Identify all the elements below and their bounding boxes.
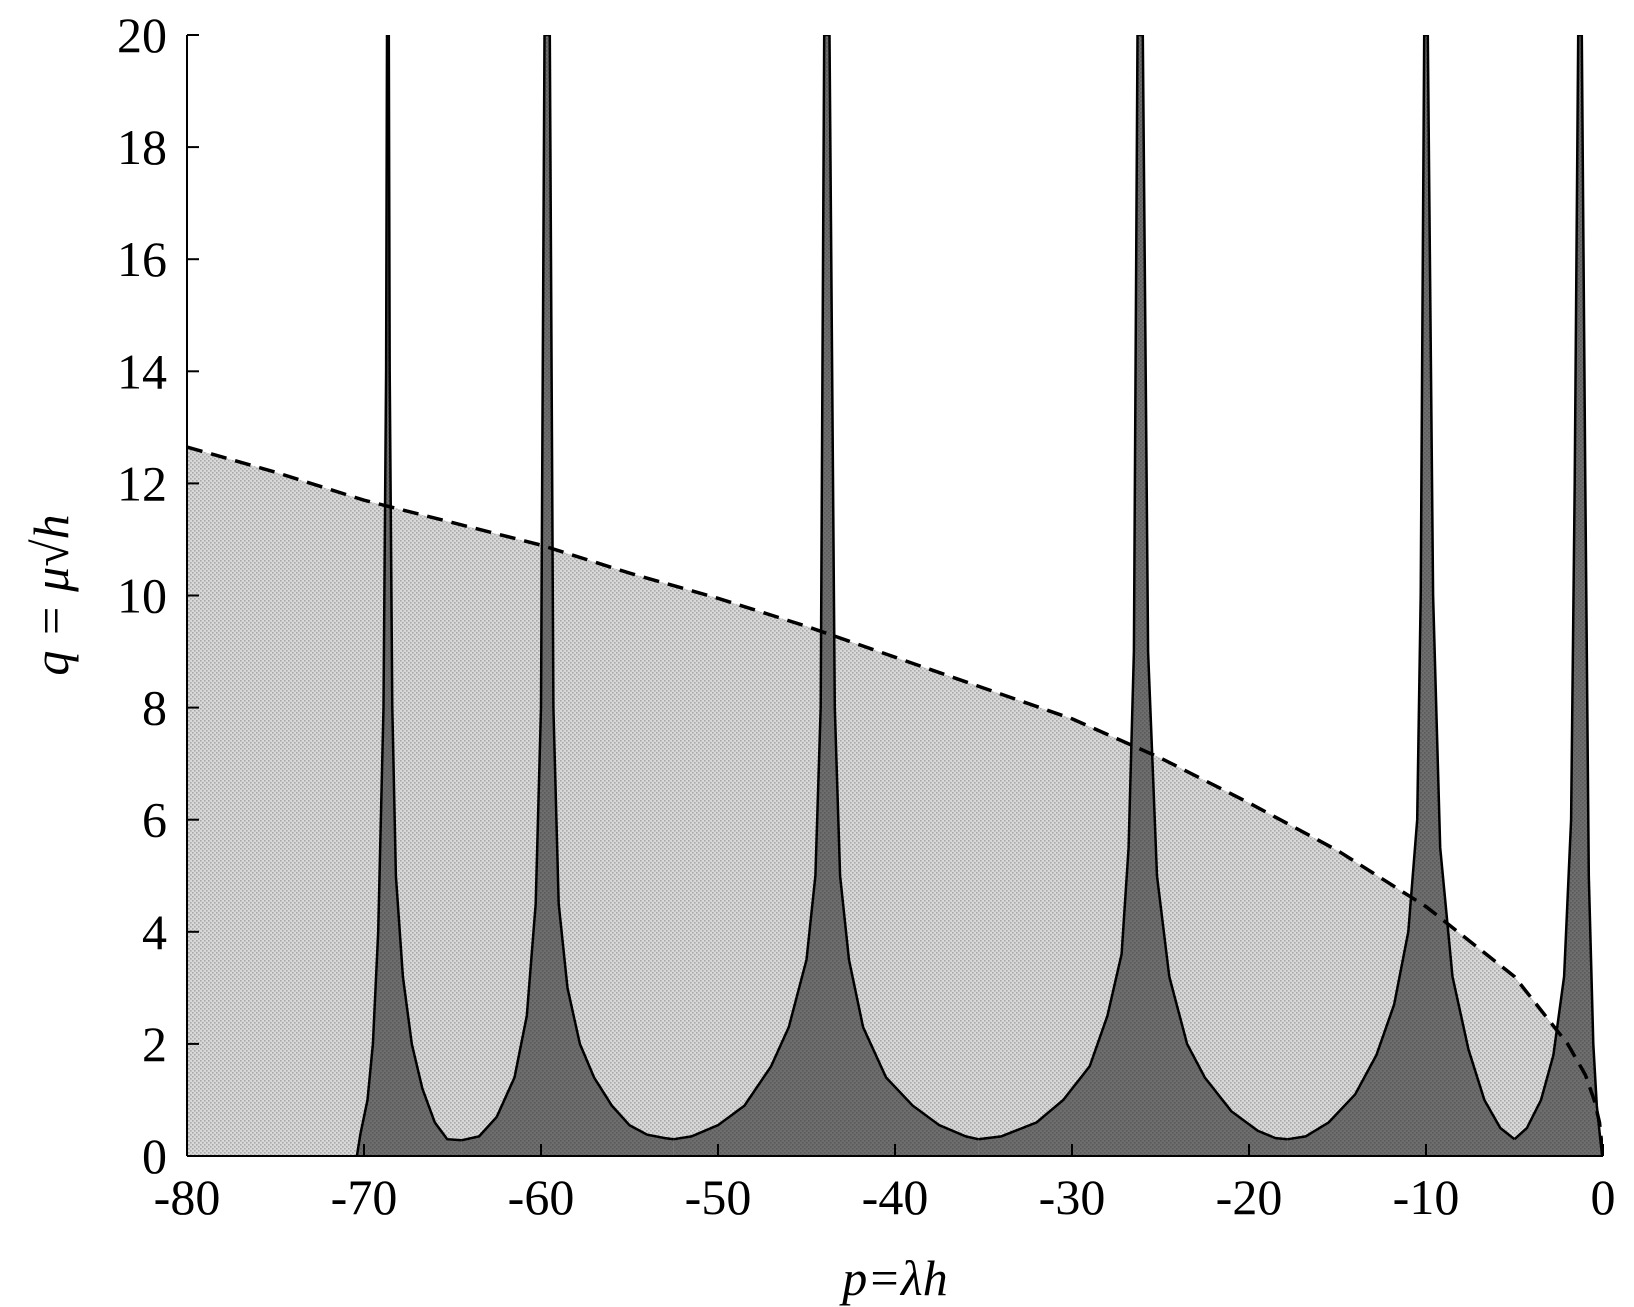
x-tick-label: -50 [685, 1169, 752, 1225]
dashed-boundary-curve [187, 445, 1603, 1156]
stability-lobe-4 [978, 35, 1288, 1156]
y-tick-label: 16 [117, 231, 167, 287]
stability-lobe-6 [1514, 35, 1603, 1156]
y-tick-label: 18 [117, 119, 167, 175]
x-tick-label: -10 [1393, 1169, 1460, 1225]
y-tick-label: 4 [142, 904, 167, 960]
stability-lobes [355, 35, 1603, 1156]
stability-lobe-boundary-2 [461, 35, 674, 1142]
stability-lobe-3 [673, 35, 979, 1156]
stability-lobe-boundary-4 [978, 35, 1289, 1141]
stability-lobe-boundary-3 [673, 35, 979, 1141]
y-tick-label: 20 [117, 7, 167, 63]
x-tick-label: -30 [1039, 1169, 1106, 1225]
stability-lobe-boundary-1 [355, 35, 462, 1156]
y-tick-label: 2 [142, 1016, 167, 1072]
axes: -80 -70 -60 -50 -40 -30 -20 -10 0 0 2 4 6 8 10 12 14 16 1… [117, 7, 1616, 1225]
y-tick-label: 14 [117, 343, 167, 399]
x-tick-label: -80 [154, 1169, 221, 1225]
x-tick-label: -40 [862, 1169, 929, 1225]
y-tick-label: 8 [142, 680, 167, 736]
y-tick-label: 0 [142, 1128, 167, 1184]
stability-lobe-boundary-6 [1513, 35, 1603, 1156]
x-tick-label: -20 [1216, 1169, 1283, 1225]
x-tick-label: -60 [508, 1169, 575, 1225]
y-axis-title: q = μ√h [23, 514, 79, 675]
stability-lobe-1 [356, 35, 462, 1156]
x-tick-label: 0 [1591, 1169, 1616, 1225]
y-tick-label: 6 [142, 792, 167, 848]
y-tick-label: 12 [117, 455, 167, 511]
y-tick-label: 10 [117, 568, 167, 624]
x-tick-label: -70 [331, 1169, 398, 1225]
x-axis-title: p=λh [839, 1250, 947, 1306]
stability-lobe-boundary-5 [1287, 35, 1516, 1141]
